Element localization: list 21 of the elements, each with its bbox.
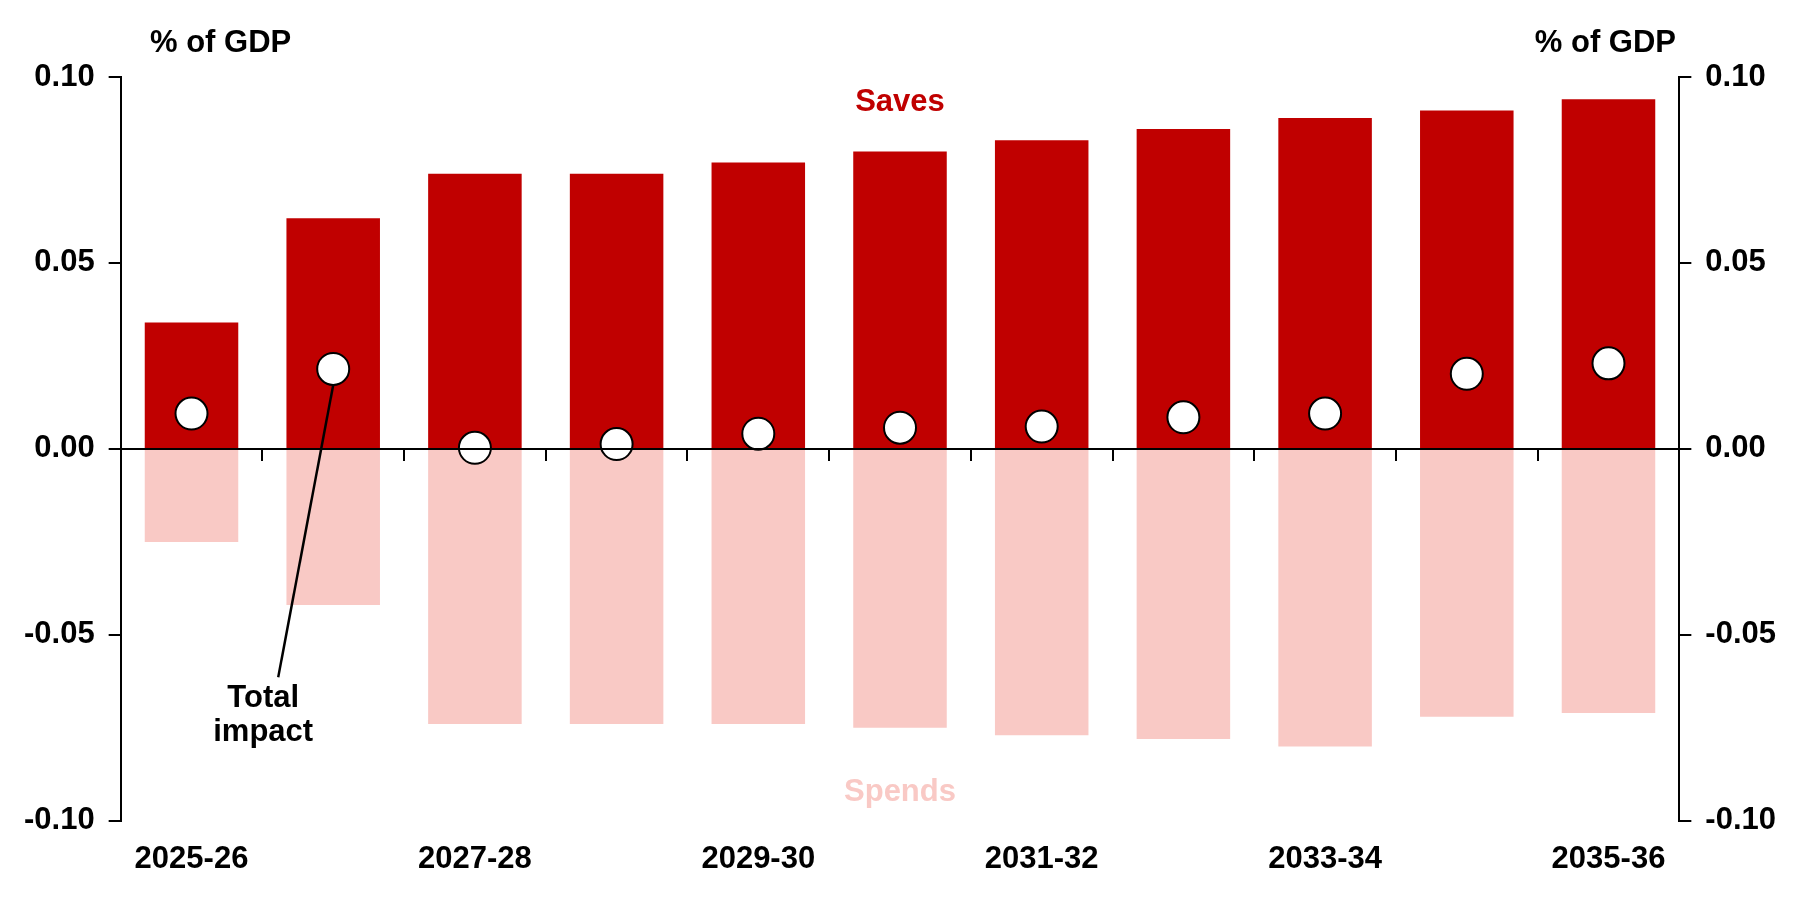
- y-axis-title: % of GDP: [150, 24, 292, 60]
- x-tick-label: 2033-34: [1268, 839, 1383, 875]
- x-tick-label: 2031-32: [984, 839, 1099, 875]
- y-tick-label: 0.10: [34, 57, 95, 93]
- x-tick-label: 2025-26: [134, 839, 249, 875]
- y2-tick-label: 0.00: [1705, 429, 1766, 465]
- text: Total impact: [213, 679, 314, 749]
- y-tick-label: 0.05: [34, 243, 95, 279]
- y2-tick-label: 0.10: [1705, 57, 1766, 93]
- x-tick-label: 2035-36: [1551, 839, 1666, 875]
- y2-tick-label: 0.05: [1705, 243, 1766, 279]
- y2-tick-label: -0.05: [1705, 615, 1777, 651]
- series-label: Saves: [855, 82, 945, 118]
- series-label: Spends: [844, 773, 956, 809]
- x-tick-label: 2027-28: [418, 839, 532, 875]
- y-tick-label: -0.05: [23, 615, 95, 651]
- y-tick-label: 0.00: [34, 429, 95, 465]
- y-tick-label: -0.10: [23, 801, 95, 837]
- y2-axis-title: % of GDP: [1534, 24, 1676, 60]
- x-tick-label: 2029-30: [701, 839, 816, 875]
- y2-tick-label: -0.10: [1705, 801, 1777, 837]
